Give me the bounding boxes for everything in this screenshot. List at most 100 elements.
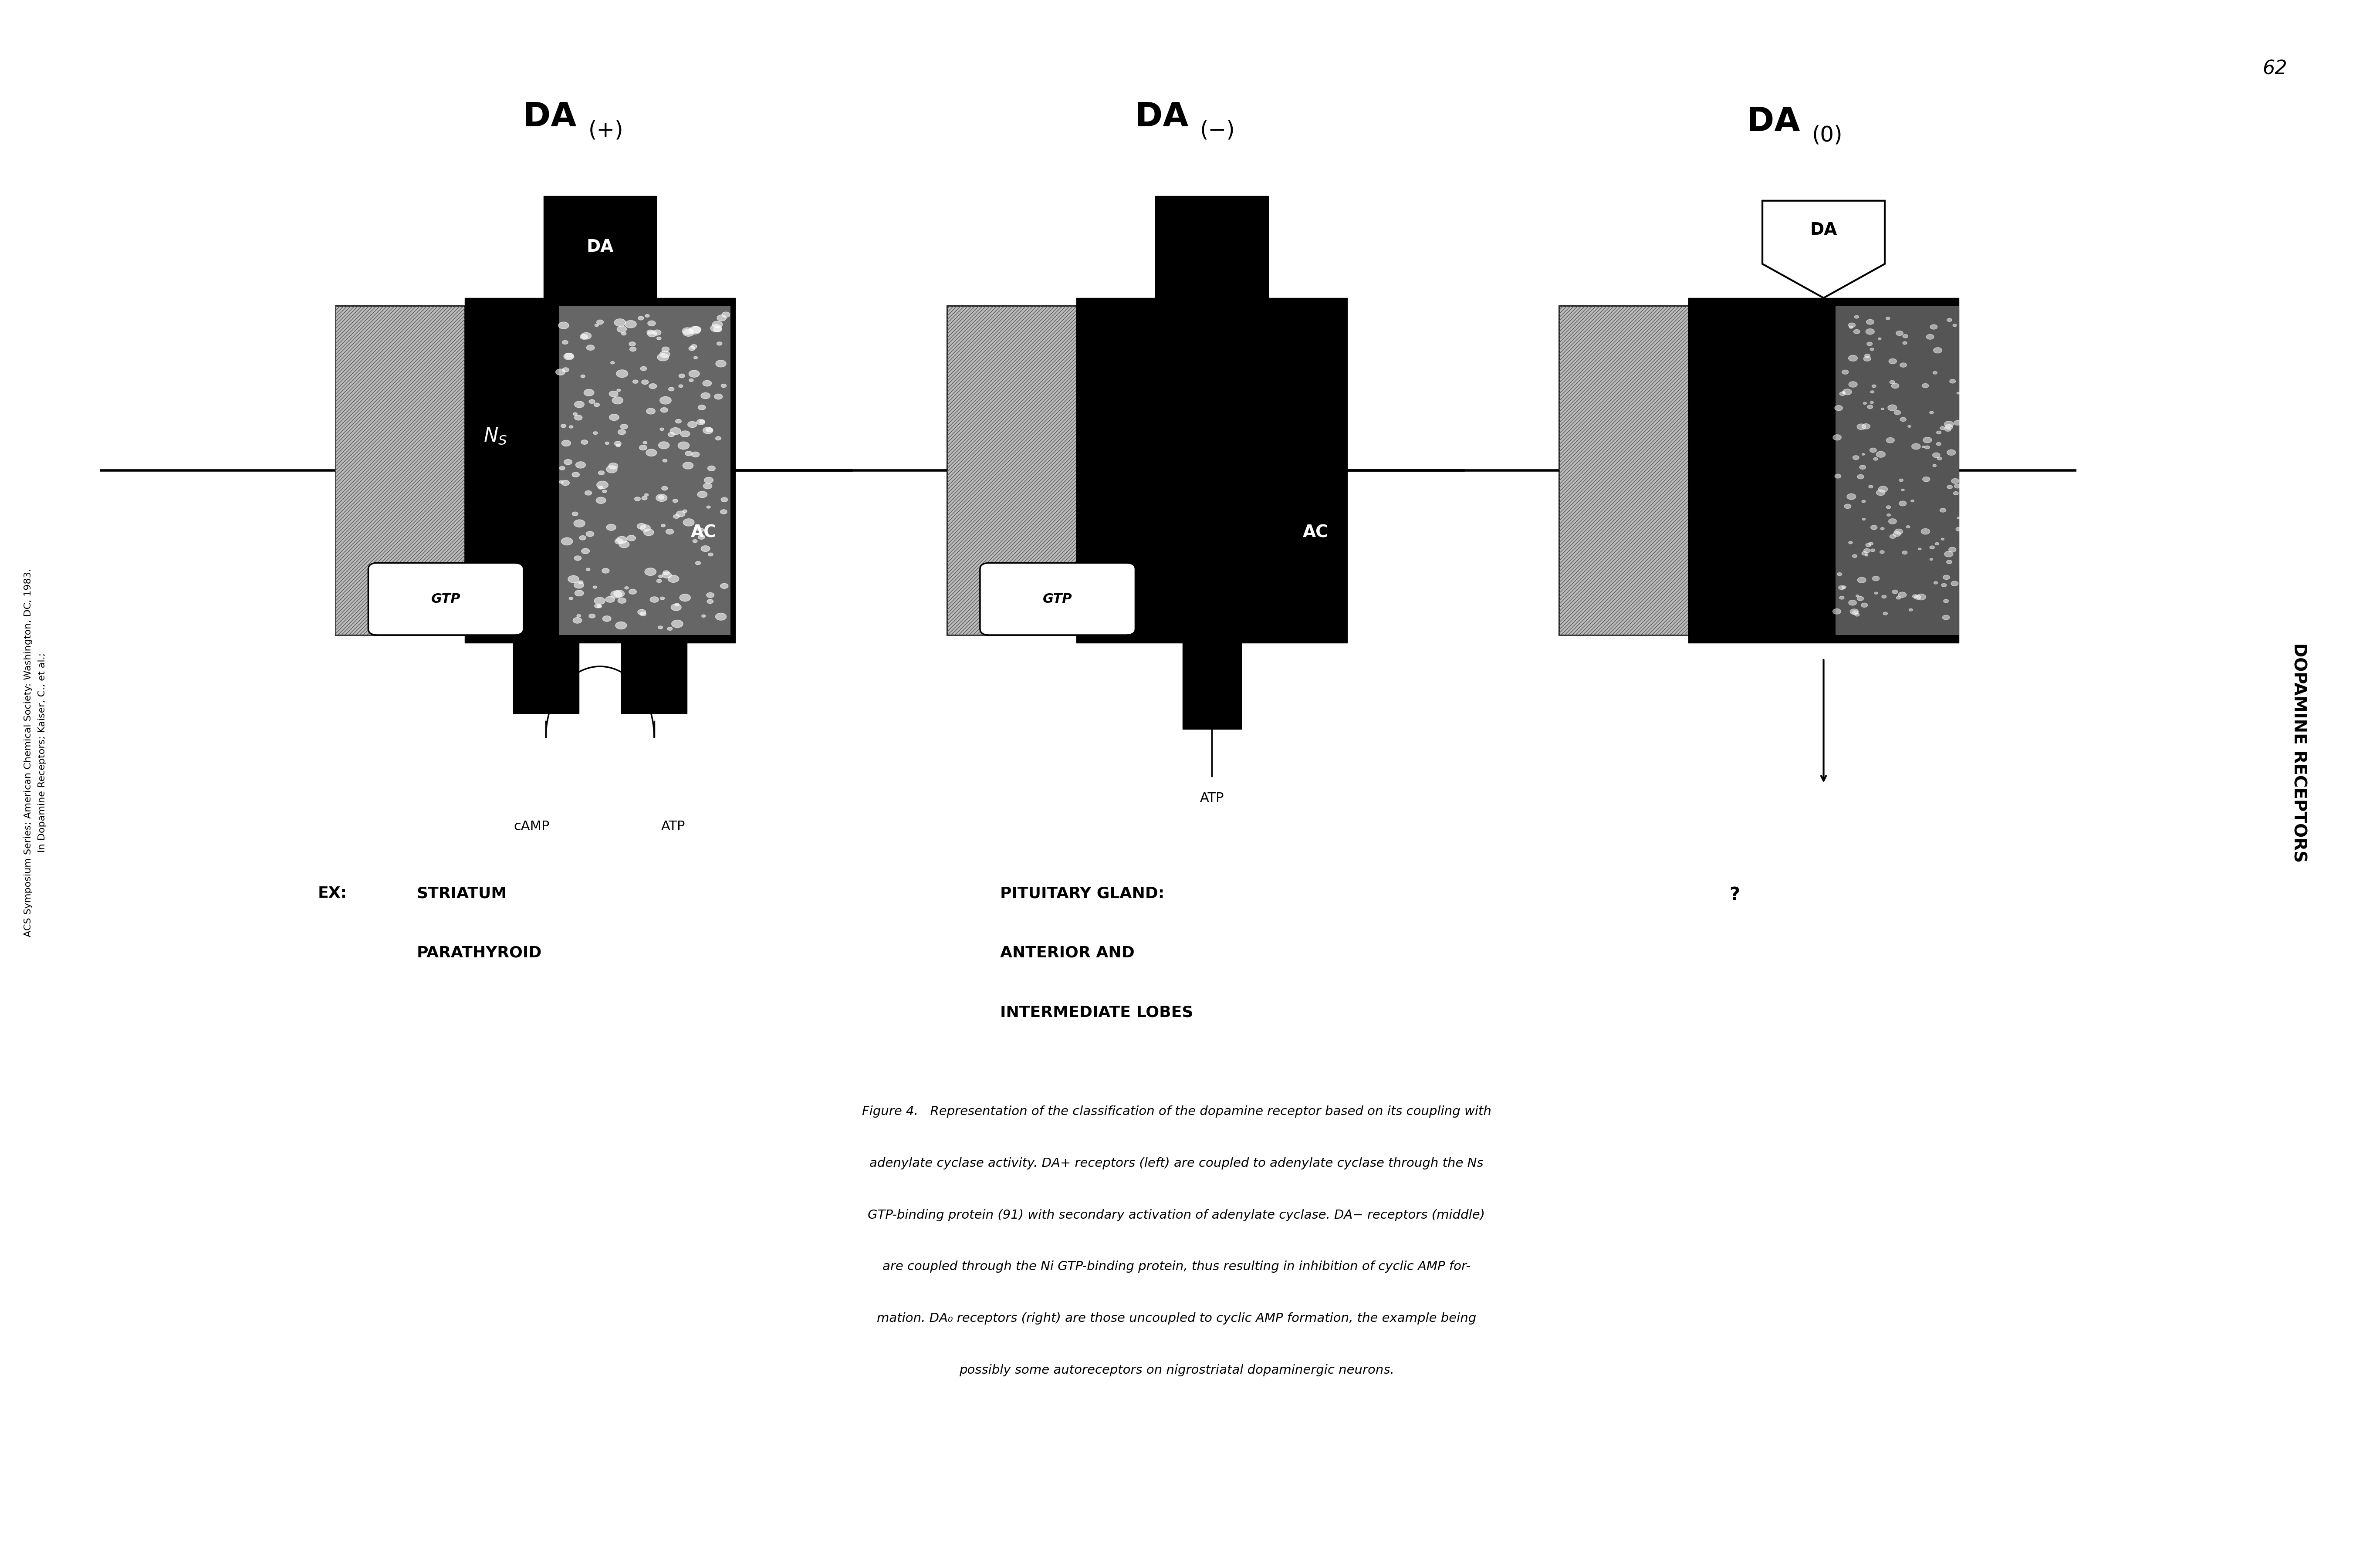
Circle shape xyxy=(1866,543,1871,547)
Circle shape xyxy=(619,430,626,434)
Text: DA: DA xyxy=(1809,221,1838,238)
Circle shape xyxy=(1873,575,1880,580)
Circle shape xyxy=(680,594,689,602)
Circle shape xyxy=(1904,334,1908,339)
Circle shape xyxy=(572,472,579,477)
Circle shape xyxy=(687,422,696,428)
Circle shape xyxy=(661,486,668,491)
Circle shape xyxy=(1951,478,1960,483)
Circle shape xyxy=(558,321,569,329)
Circle shape xyxy=(640,525,649,532)
Circle shape xyxy=(666,528,673,535)
Circle shape xyxy=(642,379,649,384)
Bar xyxy=(1558,306,1689,635)
Circle shape xyxy=(715,361,727,367)
Circle shape xyxy=(692,539,696,543)
Bar xyxy=(1558,306,1689,635)
Circle shape xyxy=(598,470,605,475)
Circle shape xyxy=(708,554,713,557)
Circle shape xyxy=(581,375,586,378)
Text: ATP: ATP xyxy=(661,820,685,833)
Circle shape xyxy=(1944,599,1948,602)
Circle shape xyxy=(1880,408,1885,409)
Text: AC: AC xyxy=(692,524,715,541)
Circle shape xyxy=(706,599,713,604)
Circle shape xyxy=(586,491,591,495)
Circle shape xyxy=(699,405,706,409)
Circle shape xyxy=(598,481,607,489)
Circle shape xyxy=(1946,425,1953,430)
Circle shape xyxy=(588,615,595,618)
Circle shape xyxy=(675,604,680,607)
Circle shape xyxy=(1857,423,1866,430)
Circle shape xyxy=(1871,448,1875,453)
Circle shape xyxy=(565,353,574,361)
Circle shape xyxy=(649,597,659,602)
Circle shape xyxy=(1932,372,1937,375)
Circle shape xyxy=(673,514,680,519)
Bar xyxy=(560,306,729,635)
Bar xyxy=(1078,298,1346,643)
Circle shape xyxy=(704,381,711,386)
Circle shape xyxy=(1852,610,1859,615)
Circle shape xyxy=(696,527,701,530)
Circle shape xyxy=(619,597,626,604)
Circle shape xyxy=(715,394,722,400)
Text: AC: AC xyxy=(1304,524,1327,541)
Circle shape xyxy=(1953,420,1960,425)
Circle shape xyxy=(1842,370,1849,375)
Circle shape xyxy=(692,345,696,348)
Circle shape xyxy=(1864,401,1866,405)
Circle shape xyxy=(647,321,656,326)
Circle shape xyxy=(1932,464,1937,467)
Circle shape xyxy=(1882,596,1887,599)
Circle shape xyxy=(715,613,727,621)
Circle shape xyxy=(1899,500,1906,506)
Text: DA: DA xyxy=(1134,100,1188,133)
Circle shape xyxy=(645,314,649,317)
Circle shape xyxy=(602,568,609,574)
Circle shape xyxy=(659,495,664,499)
Circle shape xyxy=(616,370,628,378)
Circle shape xyxy=(678,442,689,450)
Circle shape xyxy=(1835,474,1840,478)
Circle shape xyxy=(1937,442,1941,445)
Circle shape xyxy=(1861,604,1868,607)
Circle shape xyxy=(1918,547,1922,550)
Circle shape xyxy=(1948,547,1955,552)
Circle shape xyxy=(598,486,602,489)
Circle shape xyxy=(1845,503,1852,508)
Circle shape xyxy=(1835,406,1842,411)
Circle shape xyxy=(633,379,638,384)
Bar xyxy=(1689,298,1958,643)
Circle shape xyxy=(1937,456,1941,459)
Circle shape xyxy=(1901,550,1908,555)
Circle shape xyxy=(711,325,722,332)
Circle shape xyxy=(647,448,656,456)
Circle shape xyxy=(659,575,664,577)
Circle shape xyxy=(640,612,647,616)
Circle shape xyxy=(614,441,621,445)
Circle shape xyxy=(1894,532,1901,536)
Circle shape xyxy=(1929,546,1934,549)
Circle shape xyxy=(1875,489,1885,495)
Circle shape xyxy=(626,535,635,541)
Circle shape xyxy=(1840,392,1845,395)
Circle shape xyxy=(652,329,661,336)
Circle shape xyxy=(704,483,713,489)
Circle shape xyxy=(614,539,624,544)
Bar xyxy=(544,196,656,298)
Circle shape xyxy=(1934,543,1939,546)
Circle shape xyxy=(1833,608,1840,615)
Circle shape xyxy=(640,367,647,370)
Circle shape xyxy=(562,480,569,486)
Circle shape xyxy=(586,532,593,536)
Circle shape xyxy=(1849,541,1852,544)
Circle shape xyxy=(638,610,645,615)
Circle shape xyxy=(567,575,579,583)
Circle shape xyxy=(1887,437,1894,444)
Circle shape xyxy=(562,340,567,345)
Circle shape xyxy=(1925,445,1929,448)
Circle shape xyxy=(720,497,727,502)
Text: GTP: GTP xyxy=(431,593,461,605)
